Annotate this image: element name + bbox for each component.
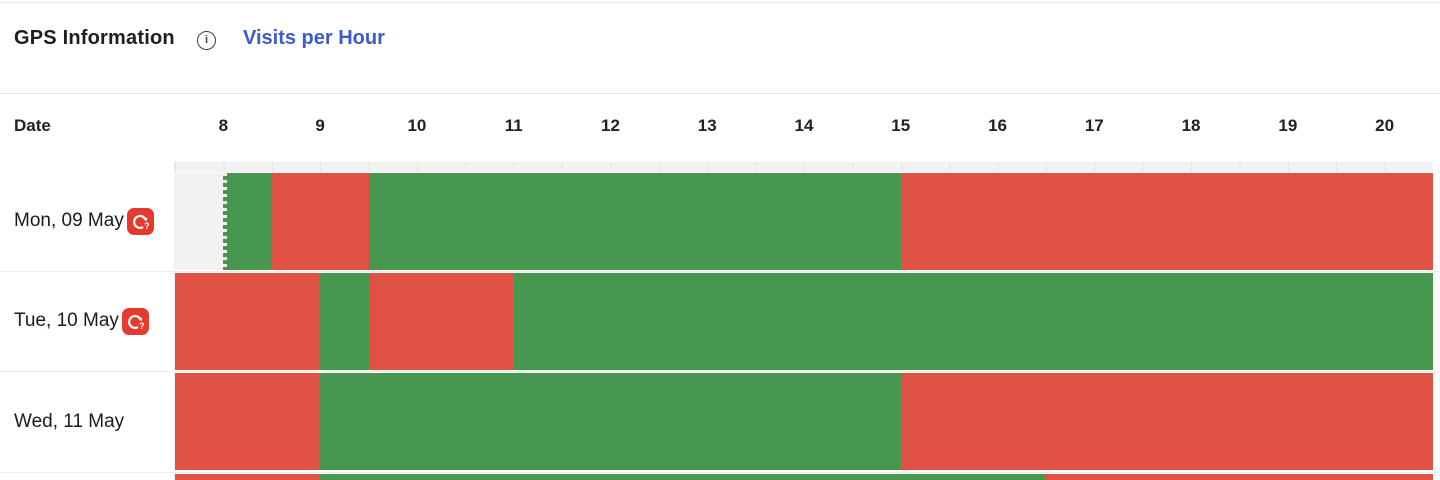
segment-red (175, 473, 321, 480)
row-separator (0, 471, 1440, 473)
info-icon[interactable]: i (197, 31, 216, 50)
segment-red (1045, 473, 1433, 480)
hour-label-17: 17 (1084, 116, 1104, 135)
timeline-row (175, 473, 1433, 480)
panel-top-border (0, 2, 1440, 3)
segment-green (223, 173, 272, 270)
date-text: Mon, 09 May (14, 210, 124, 232)
segment-gray (175, 173, 224, 270)
hour-label-13: 13 (697, 116, 717, 135)
tab-visits-per-hour[interactable]: Visits per Hour (243, 27, 385, 49)
segment-green (320, 373, 901, 470)
segment-green (513, 273, 1433, 370)
segment-green (368, 173, 901, 270)
row-separator (0, 271, 1440, 273)
date-column-header: Date (14, 116, 51, 135)
hour-label-15: 15 (891, 116, 911, 135)
gps-sync-problem-icon[interactable]: ? (121, 307, 149, 335)
timeline-row (175, 273, 1433, 370)
date-text: Wed, 11 May (14, 410, 125, 432)
row-date-label: Mon, 09 May? (14, 173, 154, 270)
sync-arrow-icon: ? (127, 314, 144, 331)
hour-label-20: 20 (1375, 116, 1395, 135)
label-column-border (174, 160, 175, 480)
half-hour-tick-strip (175, 162, 1433, 172)
svg-text:?: ? (139, 321, 144, 331)
hour-label-10: 10 (407, 116, 427, 135)
hour-label-11: 11 (504, 116, 523, 135)
row-separator (0, 371, 1440, 373)
svg-text:?: ? (144, 221, 149, 231)
segment-red (175, 373, 321, 470)
segment-red (175, 273, 321, 370)
hour-label-16: 16 (988, 116, 1007, 135)
segment-red (368, 273, 514, 370)
date-text: Tue, 10 May (14, 310, 119, 332)
row-date-label: Tue, 10 May? (14, 273, 149, 370)
header-divider (0, 93, 1440, 94)
timeline-row (175, 373, 1433, 470)
segment-red (900, 173, 1433, 270)
hour-label-12: 12 (600, 116, 620, 135)
hour-label-14: 14 (794, 116, 814, 135)
segment-red (900, 373, 1433, 470)
timeline-row (175, 173, 1433, 270)
hour-label-9: 9 (315, 116, 325, 135)
row-date-label: Wed, 11 May (14, 373, 124, 470)
gps-sync-problem-icon[interactable]: ? (126, 207, 154, 235)
sync-arrow-icon: ? (132, 214, 149, 231)
segment-green (320, 473, 1046, 480)
hour-label-18: 18 (1181, 116, 1201, 135)
segment-green (320, 273, 369, 370)
hour-label-8: 8 (218, 116, 229, 135)
page-title: GPS Information (14, 27, 175, 49)
hour-label-19: 19 (1278, 116, 1298, 135)
segment-red (271, 173, 369, 270)
